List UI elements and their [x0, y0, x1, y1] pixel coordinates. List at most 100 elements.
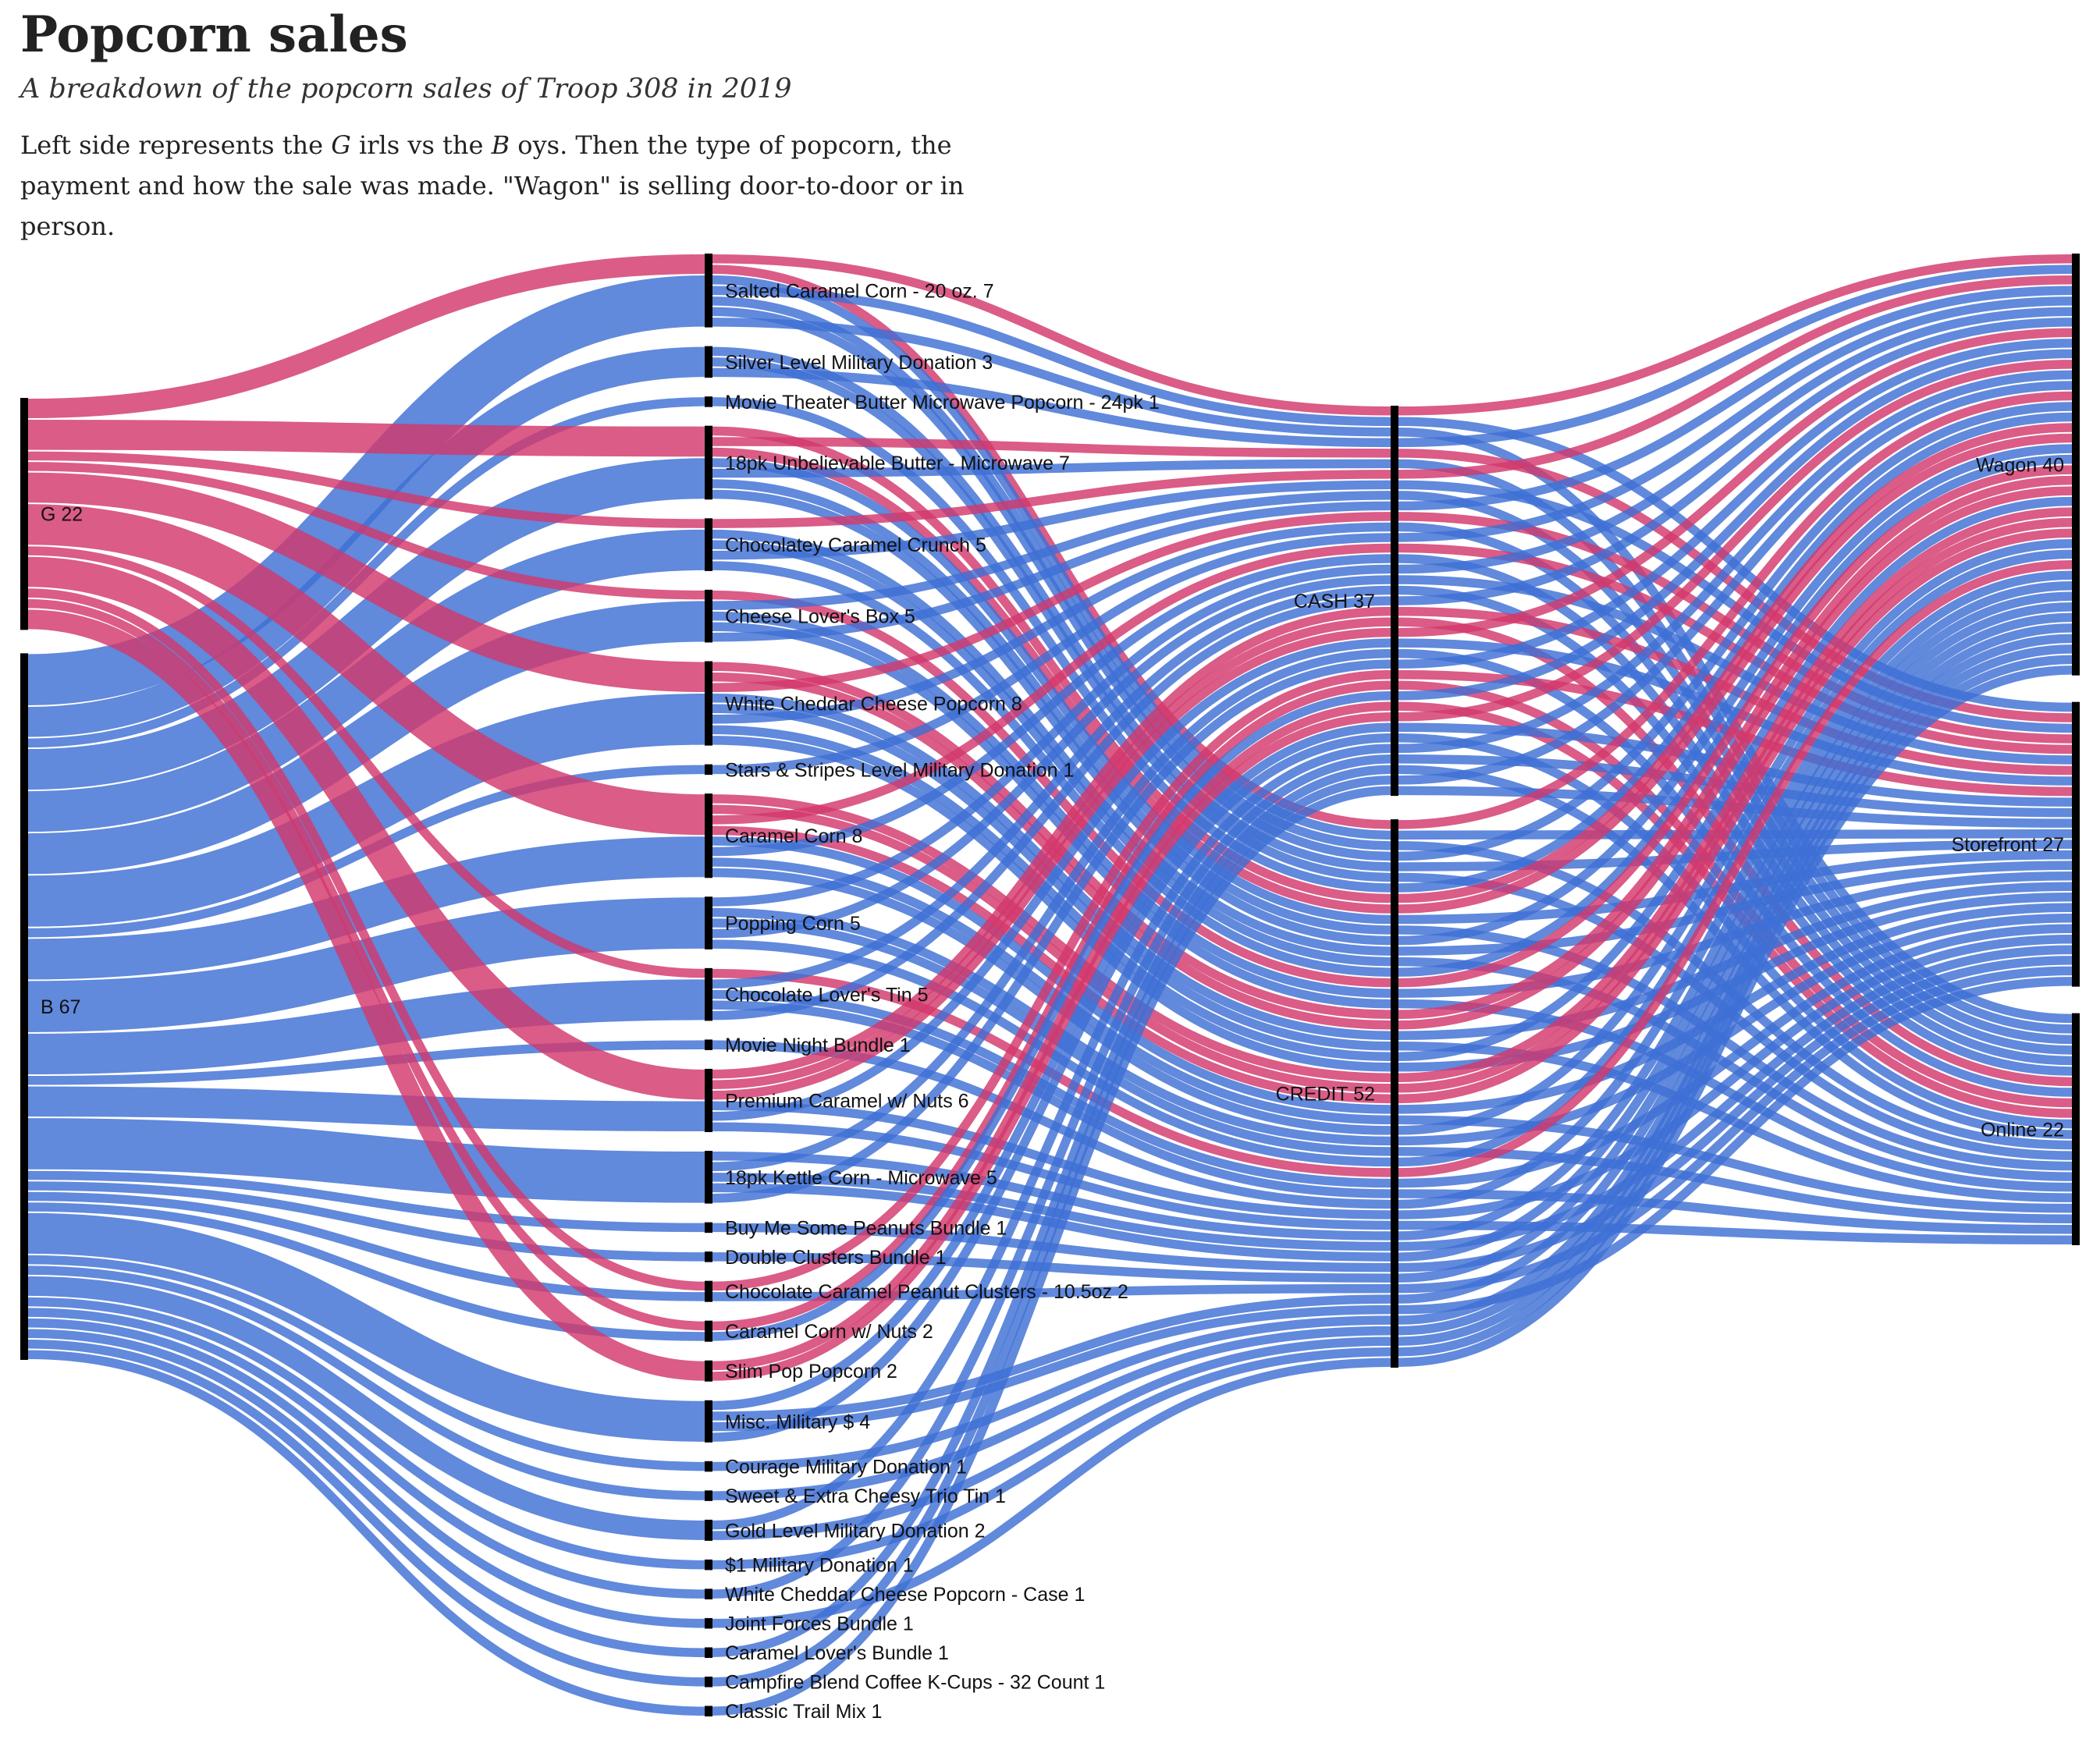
link-product-payment — [712, 522, 1391, 724]
product-node-misc-military — [705, 1400, 712, 1443]
link-payment-channel — [1398, 370, 2073, 754]
link-product-payment — [712, 776, 1391, 1687]
product-label-caramel-lover-s-bundle: Caramel Lover's Bundle 1 — [725, 1642, 949, 1664]
link-payment-channel — [1398, 966, 2073, 1294]
sankey-links — [27, 254, 2073, 1716]
link-girls-product — [27, 504, 705, 836]
link-payment-channel — [1398, 391, 2073, 829]
link-payment-channel — [1398, 957, 2073, 1181]
payment-label-cash: CASH 37 — [1294, 591, 1375, 612]
product-node-stars-stripes-level-military-donation — [705, 764, 712, 776]
link-boys-product — [27, 1118, 705, 1203]
description-g-letter: G — [331, 130, 351, 160]
link-payment-channel — [1398, 570, 2073, 1209]
link-product-payment — [712, 367, 1391, 448]
link-product-payment — [712, 533, 1391, 775]
link-payment-channel — [1398, 591, 2073, 1262]
product-node-chocolatey-caramel-crunch — [705, 518, 712, 571]
product-label-movie-night-bundle: Movie Night Bundle 1 — [725, 1035, 911, 1056]
link-girls-product — [27, 254, 705, 419]
product-label-salted-caramel-corn-20-oz: Salted Caramel Corn - 20 oz. 7 — [725, 280, 994, 302]
sankey-labels: G 22 B 67 Salted Caramel Corn - 20 oz. 7 Si… — [41, 280, 2064, 1723]
link-girls-product — [27, 588, 705, 1291]
product-label-18pk-kettle-corn-microwave: 18pk Kettle Corn - Microwave 5 — [725, 1167, 997, 1189]
link-product-payment — [712, 701, 1391, 1371]
link-product-payment — [712, 659, 1391, 1203]
link-product-payment — [712, 596, 1391, 1020]
link-product-payment — [712, 459, 1391, 478]
link-payment-channel — [1398, 538, 2073, 1135]
product-label-chocolatey-caramel-crunch: Chocolatey Caramel Crunch 5 — [725, 534, 986, 556]
link-product-payment — [712, 1294, 1391, 1421]
product-node-sweet-extra-cheesy-trio-tin — [705, 1490, 712, 1501]
link-product-payment — [712, 733, 1391, 1442]
product-label-stars-stripes-level-military-donation: Stars & Stripes Level Military Donation … — [725, 759, 1074, 781]
link-product-payment — [712, 554, 1391, 857]
product-label-1-military-donation: $1 Military Donation 1 — [725, 1555, 914, 1577]
chart-description: Left side represents the G irls vs the B… — [20, 125, 1058, 247]
link-boys-product — [27, 601, 705, 875]
product-node-chocolate-lover-s-tin — [705, 967, 712, 1021]
product-node-courage-military-donation — [705, 1461, 712, 1472]
link-payment-channel — [1398, 275, 2073, 479]
product-label-chocolate-caramel-peanut-clusters-10-5oz: Chocolate Caramel Peanut Clusters - 10.5… — [725, 1281, 1128, 1303]
link-boys-product — [27, 1191, 705, 1301]
product-node-caramel-corn-w-nuts — [705, 1320, 712, 1342]
product-node-chocolate-caramel-peanut-clusters-10-5oz — [705, 1280, 712, 1302]
product-label-white-cheddar-cheese-popcorn: White Cheddar Cheese Popcorn 8 — [725, 694, 1022, 715]
link-product-payment — [712, 543, 1391, 825]
product-label-classic-trail-mix: Classic Trail Mix 1 — [725, 1701, 882, 1723]
link-payment-channel — [1398, 528, 2073, 1104]
link-product-payment — [712, 1304, 1391, 1432]
link-product-payment — [712, 722, 1391, 1411]
description-part1: Left side represents the — [20, 130, 332, 160]
link-boys-product — [27, 458, 705, 790]
link-product-payment — [712, 561, 1391, 977]
link-payment-channel — [1398, 956, 2073, 1272]
channel-label-online: Online 22 — [1981, 1119, 2064, 1141]
link-product-payment — [712, 426, 1391, 903]
channel-node-online — [2072, 1013, 2080, 1245]
product-node-premium-caramel-w-nuts — [705, 1068, 712, 1133]
description-part2: irls vs the — [350, 130, 492, 160]
product-node-buy-me-some-peanuts-bundle — [705, 1222, 712, 1233]
link-payment-channel — [1398, 402, 2073, 861]
product-label-campfire-blend-coffee-k-cups-32-count: Campfire Blend Coffee K-Cups - 32 Count … — [725, 1672, 1105, 1694]
link-payment-channel — [1398, 517, 2073, 1093]
link-product-payment — [712, 512, 1391, 693]
link-payment-channel — [1398, 349, 2073, 701]
link-product-payment — [712, 825, 1391, 1104]
link-payment-channel — [1398, 559, 2073, 1177]
link-payment-channel — [1398, 254, 2073, 416]
link-girls-product — [27, 546, 705, 978]
product-label-caramel-corn-w-nuts: Caramel Corn w/ Nuts 2 — [725, 1321, 933, 1343]
link-product-payment — [712, 458, 1391, 925]
product-label-18pk-unbelievable-butter-microwave: 18pk Unbelievable Butter - Microwave 7 — [725, 453, 1070, 474]
link-product-payment — [712, 627, 1391, 1100]
product-node-double-clusters-bundle — [705, 1251, 712, 1262]
product-label-sweet-extra-cheesy-trio-tin: Sweet & Extra Cheesy Trio Tin 1 — [725, 1485, 1006, 1507]
chart-subtitle: A breakdown of the popcorn sales of Troo… — [20, 73, 792, 105]
channel-label-storefront: Storefront 27 — [1951, 834, 2064, 856]
product-label-popping-corn: Popping Corn 5 — [725, 913, 861, 935]
channel-node-wagon — [2072, 254, 2080, 676]
gender-node-b — [20, 653, 28, 1360]
link-payment-channel — [1398, 602, 2073, 1283]
link-product-payment — [712, 1000, 1391, 1198]
link-product-payment — [712, 606, 1391, 1079]
product-label-slim-pop-popcorn: Slim Pop Popcorn 2 — [725, 1361, 897, 1383]
link-payment-channel — [1398, 454, 2073, 977]
link-payment-channel — [1398, 1147, 2073, 1223]
link-payment-channel — [1398, 339, 2073, 669]
gender-label-b: B 67 — [41, 996, 80, 1018]
product-node-movie-night-bundle — [705, 1039, 712, 1050]
product-label-cheese-lover-s-box: Cheese Lover's Box 5 — [725, 606, 915, 628]
link-payment-channel — [1398, 486, 2073, 1030]
link-payment-channel — [1398, 286, 2073, 511]
product-node-gold-level-military-donation — [705, 1519, 712, 1541]
link-boys-product — [27, 1265, 705, 1500]
link-product-payment — [712, 564, 1391, 907]
link-payment-channel — [1398, 634, 2073, 1336]
link-product-payment — [712, 437, 1391, 458]
